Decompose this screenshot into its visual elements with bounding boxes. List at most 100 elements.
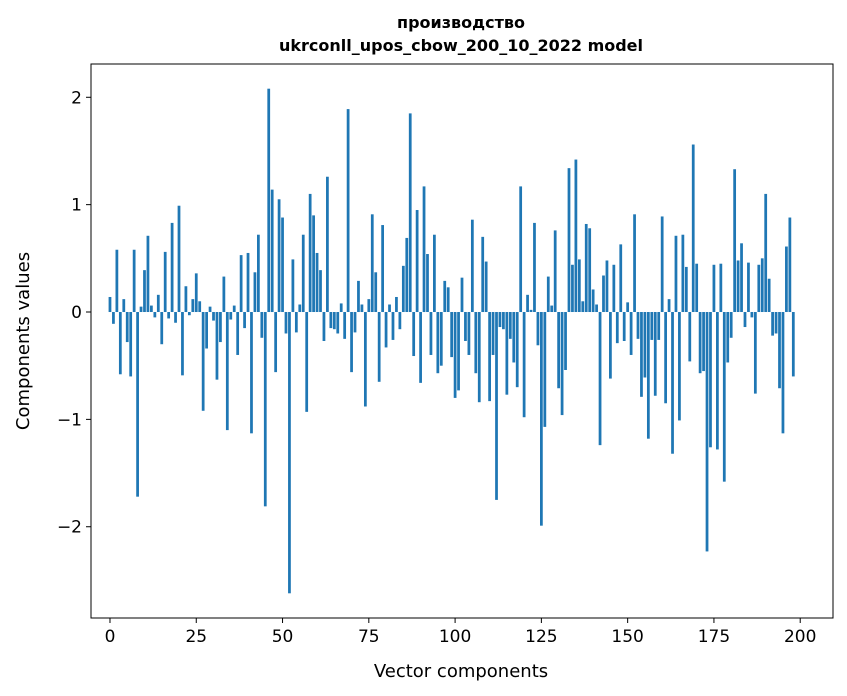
bar-170 [695, 263, 699, 313]
bar-59 [312, 215, 315, 313]
bar-29 [208, 306, 212, 313]
bar-101 [457, 312, 460, 391]
bar-32 [219, 312, 222, 343]
bar-127 [546, 276, 550, 313]
bar-190 [764, 193, 768, 313]
bar-105 [470, 219, 474, 313]
bar-128 [550, 305, 554, 313]
bar-83 [395, 296, 398, 313]
bar-116 [508, 312, 512, 339]
bar-151 [629, 312, 633, 355]
bar-163 [671, 312, 674, 454]
bar-5 [125, 312, 129, 343]
bar-106 [474, 312, 478, 374]
bar-193 [774, 312, 778, 334]
bar-78 [377, 312, 381, 382]
bar-156 [646, 312, 650, 439]
bar-57 [305, 312, 309, 412]
bar-183 [740, 243, 743, 313]
bar-64 [329, 312, 333, 329]
bar-2 [115, 249, 119, 313]
bar-137 [581, 301, 585, 313]
bar-157 [650, 312, 654, 340]
bar-70 [350, 312, 353, 373]
bar-0 [108, 296, 112, 313]
bar-102 [460, 277, 464, 313]
bar-148 [619, 244, 623, 313]
bar-80 [384, 312, 388, 348]
x-tick-label-175: 175 [698, 627, 730, 647]
bar-108 [481, 236, 485, 313]
bar-124 [536, 312, 540, 346]
bar-152 [633, 214, 636, 313]
bar-48 [274, 312, 278, 373]
bar-56 [301, 234, 305, 313]
bar-114 [502, 312, 505, 330]
bar-41 [250, 312, 253, 434]
bar-171 [698, 312, 702, 374]
bar-129 [553, 230, 557, 313]
bar-68 [343, 312, 347, 339]
bar-140 [591, 289, 595, 313]
bar-195 [781, 312, 785, 434]
x-tick-label-125: 125 [525, 627, 557, 647]
x-tick-label-200: 200 [784, 627, 816, 647]
x-tick-label-25: 25 [185, 627, 207, 647]
bar-74 [363, 312, 367, 407]
bar-69 [346, 109, 350, 313]
bar-109 [484, 261, 488, 313]
bar-123 [533, 222, 536, 313]
bar-88 [412, 312, 416, 357]
bar-23 [187, 312, 191, 316]
bar-40 [246, 252, 250, 313]
bar-174 [709, 312, 712, 448]
bar-155 [643, 312, 647, 378]
bar-100 [453, 312, 457, 398]
bar-25 [194, 273, 198, 313]
bar-125 [540, 312, 543, 526]
chart-title-line-2: ukrconll_upos_cbow_200_10_2022 model [279, 36, 643, 55]
bar-87 [408, 113, 412, 313]
bar-66 [336, 312, 340, 334]
bar-104 [467, 312, 471, 355]
bar-162 [667, 299, 671, 313]
bar-192 [771, 312, 774, 336]
bar-16 [163, 251, 167, 313]
x-tick-label-150: 150 [611, 627, 643, 647]
bar-138 [584, 223, 588, 313]
bar-133 [567, 168, 571, 313]
bar-169 [691, 144, 695, 313]
bar-20 [177, 205, 181, 313]
bar-30 [212, 312, 215, 321]
bar-185 [747, 262, 750, 313]
bar-55 [298, 304, 302, 313]
bar-21 [181, 312, 184, 376]
bar-17 [167, 312, 171, 319]
bar-142 [598, 312, 602, 446]
bar-71 [353, 312, 357, 333]
bar-178 [722, 312, 726, 482]
x-tick-label-75: 75 [358, 627, 380, 647]
bar-181 [733, 169, 737, 313]
bar-160 [660, 216, 664, 313]
bar-188 [757, 264, 761, 313]
bar-153 [636, 312, 640, 339]
bar-13 [153, 312, 157, 318]
bar-86 [405, 237, 409, 313]
bar-1 [112, 312, 115, 324]
bar-164 [674, 235, 678, 313]
bar-61 [319, 270, 322, 313]
bar-196 [785, 246, 788, 313]
bar-165 [678, 312, 681, 421]
bar-47 [270, 189, 274, 313]
bar-79 [381, 225, 384, 313]
bar-126 [543, 312, 547, 427]
bar-143 [602, 275, 605, 313]
bar-11 [146, 235, 150, 313]
bar-176 [716, 312, 719, 450]
bar-111 [491, 312, 495, 355]
bar-172 [702, 312, 705, 372]
bar-110 [488, 312, 491, 402]
bar-51 [284, 312, 288, 334]
x-axis-label: Vector components [374, 661, 548, 682]
